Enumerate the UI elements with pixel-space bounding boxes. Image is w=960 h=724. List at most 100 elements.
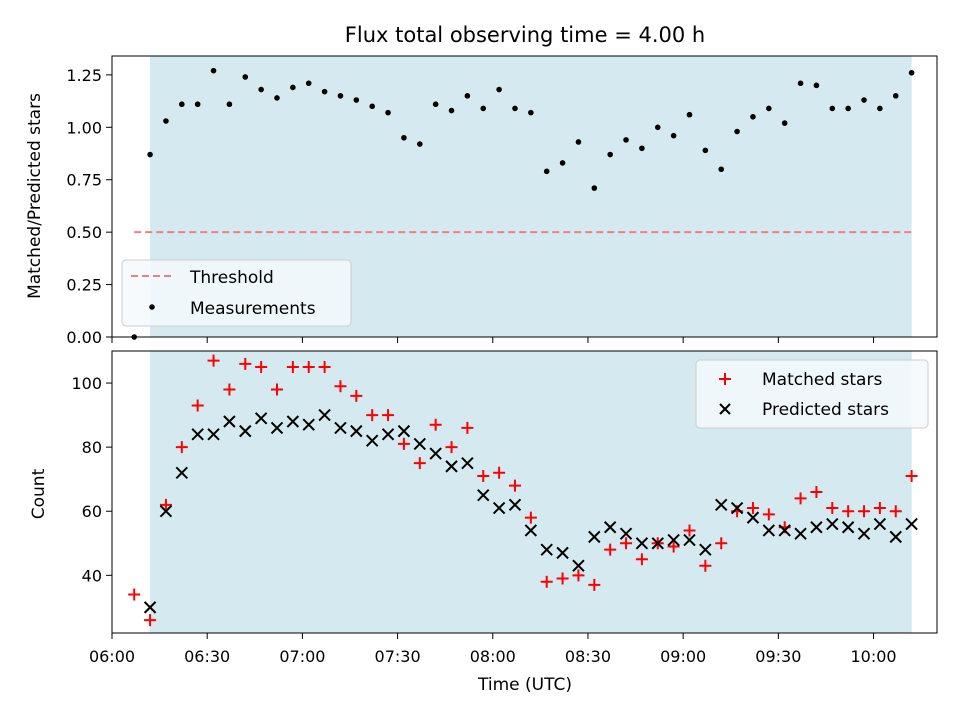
predicted-star-point [588, 530, 601, 544]
measurement-point [385, 109, 391, 116]
measurement-point [258, 86, 264, 93]
measurement-point [464, 93, 471, 99]
predicted-star-point [762, 524, 776, 537]
bottom-panel: 40 60 80 100 06:00 06:30 07:00 07:30 08:00 08:30… [29, 350, 938, 695]
measurement-point [813, 82, 820, 89]
matched-star-point [334, 380, 347, 393]
matched-star-point [810, 486, 823, 498]
legend-matched-label: Matched stars [762, 370, 882, 390]
top-y-axis-label: Matched/Predicted stars [25, 93, 45, 299]
measurement-point [734, 128, 740, 135]
measurement-point [369, 103, 375, 110]
predicted-star-point [524, 524, 538, 537]
predicted-star-point [746, 511, 760, 524]
predicted-star-point [826, 517, 839, 531]
measurement-point [750, 114, 756, 120]
measurement-point [274, 95, 280, 101]
legend-predicted-label: Predicted stars [762, 400, 889, 420]
predicted-star-point [572, 559, 585, 572]
x-axis-label: Time (UTC) [477, 675, 572, 695]
predicted-star-point [286, 415, 300, 428]
predicted-star-point [175, 466, 189, 479]
predicted-star-point [857, 527, 871, 540]
predicted-star-point [191, 428, 204, 441]
measurement-point [432, 101, 439, 108]
predicted-star-point [508, 498, 522, 512]
matched-star-point [223, 383, 236, 396]
matched-star-point [794, 492, 807, 505]
bottom-legend-box [695, 359, 929, 429]
measurement-point [877, 105, 883, 112]
measurement-point [401, 134, 407, 141]
legend-measurements-swatch [149, 304, 155, 310]
matched-star-point [826, 502, 839, 515]
top-y-tick-label: 0.25 [66, 276, 102, 295]
bottom-y-tick-label: 100 [71, 374, 102, 393]
top-y-tick-label: 0.75 [66, 171, 102, 190]
matched-star-point [271, 383, 283, 396]
predicted-star-point [334, 421, 347, 435]
top-x-axis-ticks [111, 337, 875, 343]
matched-star-point [144, 614, 157, 627]
measurement-point [337, 93, 344, 99]
measurement-point [416, 141, 423, 147]
measurement-point [226, 101, 233, 108]
measurement-point [543, 168, 550, 175]
measurement-point [163, 118, 169, 124]
predicted-star-point [223, 415, 236, 428]
measurement-point [353, 97, 360, 103]
bottom-y-axis-ticks: 40 60 80 100 [71, 374, 112, 585]
x-tick-label: 09:00 [660, 647, 706, 666]
bottom-x-axis-ticks: 06:00 06:30 07:00 07:30 08:00 08:30 09:00 09:30… [89, 633, 897, 666]
matched-star-point [286, 361, 299, 374]
predicted-star-point [381, 428, 395, 441]
predicted-star-point [350, 424, 363, 438]
measurement-point [766, 105, 772, 112]
measurement-point [829, 105, 836, 112]
matched-star-point [683, 524, 696, 537]
measurement-point [797, 80, 804, 87]
predicted-star-point [810, 521, 823, 534]
matched-star-point [239, 357, 252, 370]
predicted-star-point [413, 437, 426, 451]
x-tick-label: 08:30 [565, 647, 611, 666]
measurement-point [686, 111, 693, 118]
matched-star-point [635, 553, 648, 566]
matched-star-point [572, 569, 585, 582]
measurement-point [654, 124, 661, 131]
predicted-star-point [603, 521, 617, 534]
measurement-points [131, 67, 915, 340]
measurement-point [321, 88, 328, 95]
bottom-axes-frame [111, 350, 938, 634]
matched-star-point [302, 361, 315, 374]
matched-star-point [255, 361, 268, 374]
predicted-star-point [397, 424, 411, 438]
matched-star-point [905, 469, 918, 482]
top-y-axis-ticks: 0.00 0.25 0.50 0.75 1.00 1.25 [66, 66, 112, 347]
matched-star-point [746, 502, 759, 515]
predicted-star-point [889, 530, 902, 544]
legend-predicted-swatch [719, 403, 731, 415]
legend-threshold-label: Threshold [189, 268, 274, 288]
predicted-star-point [492, 501, 506, 515]
predicted-star-point [715, 498, 728, 512]
matched-star-point [191, 399, 204, 412]
matched-star-point [207, 354, 220, 367]
matched-star-point [318, 361, 331, 374]
measurement-point [908, 69, 915, 76]
measurement-point [591, 185, 598, 191]
matched-star-point [461, 421, 474, 434]
measurement-point [702, 147, 709, 154]
bottom-y-tick-label: 40 [82, 566, 102, 585]
matched-star-point [128, 588, 141, 601]
predicted-star-point [365, 434, 379, 447]
measurement-point [210, 67, 217, 74]
predicted-star-point [683, 533, 696, 547]
matched-star-point [397, 437, 410, 450]
predicted-star-point [556, 546, 569, 560]
x-tick-label: 07:30 [375, 647, 421, 666]
predicted-star-point [651, 537, 664, 550]
predicted-star-point [254, 412, 268, 425]
measurement-point [194, 101, 201, 108]
